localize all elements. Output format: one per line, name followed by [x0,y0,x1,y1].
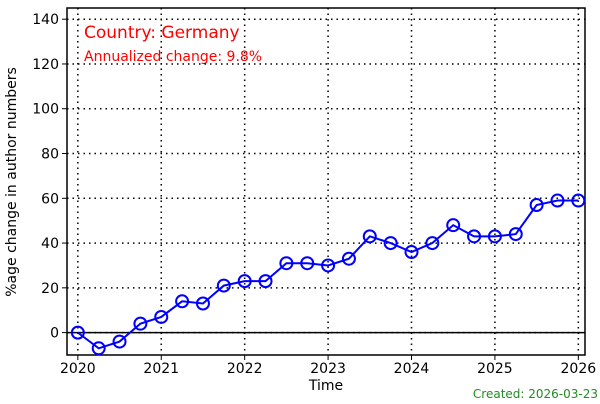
marker [237,274,252,289]
x-tick-label: 2020 [60,361,96,377]
marker [362,229,377,244]
marker [508,227,523,242]
marker [571,193,586,208]
x-tick-label: 2026 [561,361,597,377]
marker [300,256,315,271]
x-tick-label: 2025 [477,361,513,377]
x-axis-label: Time [308,378,343,394]
x-tick-label: 2022 [227,361,263,377]
marker [133,316,148,331]
y-tick-label: 120 [32,57,59,73]
marker [112,334,127,349]
y-axis-label: %age change in author numbers [4,67,20,297]
marker [404,245,419,260]
y-tick-label: 20 [41,281,59,297]
marker [487,229,502,244]
plot-frame [66,7,586,356]
y-tick-label: 100 [32,102,59,118]
marker [70,325,85,340]
footer: Created: 2026-03-23 [473,387,598,400]
y-tick-label: 40 [41,236,59,252]
y-tick-label: 60 [41,191,59,207]
x-tick-label: 2023 [310,361,346,377]
marker [467,229,482,244]
marker [175,294,190,309]
x-tick-label: 2021 [143,361,179,377]
annotation: Annualized change: 9.8% [84,49,262,65]
marker [341,251,356,266]
marker [383,236,398,251]
annotation: Country: Germany [84,23,240,43]
marker [550,193,565,208]
marker [446,218,461,233]
y-tick-label: 80 [41,147,59,163]
marker [321,258,336,273]
y-tick-label: 0 [50,326,59,342]
marker [91,341,106,356]
marker [154,309,169,324]
marker [258,274,273,289]
marker [279,256,294,271]
marker [529,198,544,213]
marker [195,296,210,311]
marker [425,236,440,251]
series-line [77,199,579,350]
marker [216,278,231,293]
y-tick-label: 140 [32,12,59,28]
x-tick-label: 2024 [394,361,430,377]
